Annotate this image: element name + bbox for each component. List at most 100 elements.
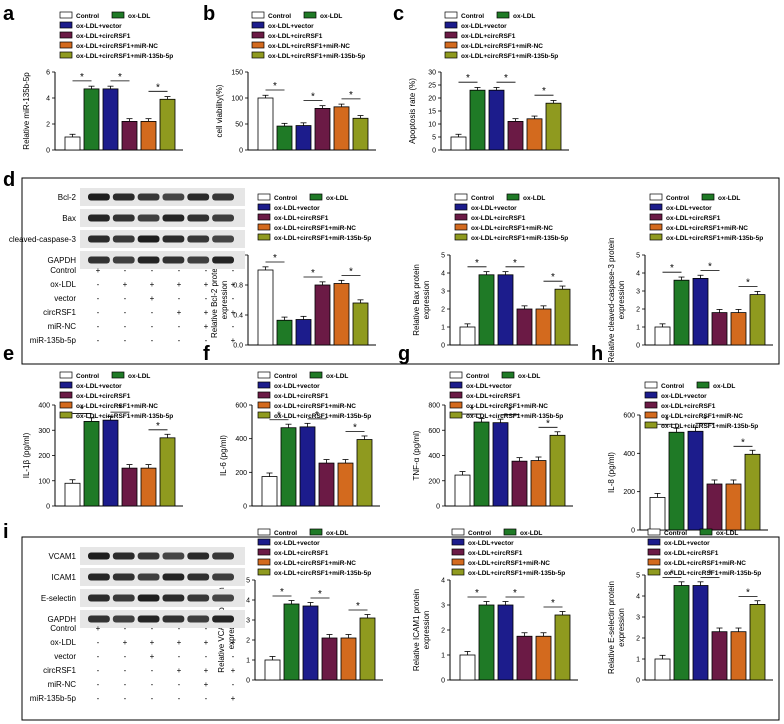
blot-band [112, 193, 135, 201]
legend-label: ox-LDL+vector [661, 393, 707, 400]
legend-swatch [647, 558, 661, 566]
bar-g-0 [454, 474, 471, 507]
treatment-mark: + [204, 280, 209, 289]
legend-label: ox-LDL+vector [468, 540, 514, 547]
bar-i1-2 [302, 605, 319, 681]
y-tick-label: 0 [243, 504, 247, 511]
treatment-mark: + [123, 280, 128, 289]
treatment-mark: + [150, 652, 155, 661]
y-tick-label: 0 [441, 678, 445, 685]
legend-label: ox-LDL+circRSF1+miR-135b-5p [268, 53, 365, 60]
legend-label: Control [471, 195, 494, 202]
treatment-mark: - [97, 308, 100, 317]
significance-star: * [356, 601, 360, 612]
bar-g-4 [530, 460, 547, 507]
y-axis-label: IL-1β (pg/ml) [22, 432, 31, 478]
legend-label: ox-LDL+vector [461, 23, 507, 30]
legend-swatch [451, 538, 465, 546]
legend-swatch [59, 381, 73, 389]
treatment-mark: - [97, 666, 100, 675]
significance-star: * [349, 267, 353, 278]
y-tick-label: 5 [636, 573, 640, 580]
treatment-mark: + [150, 638, 155, 647]
bar-e-2 [102, 419, 119, 507]
legend-swatch [449, 371, 463, 379]
y-axis-label: expression [220, 281, 229, 320]
y-tick-label: 100 [38, 478, 50, 485]
blot-band [88, 573, 110, 581]
y-tick-label: 2 [636, 636, 640, 643]
bar-c-0 [450, 136, 467, 151]
legend-swatch [257, 538, 271, 546]
bar-e-4 [140, 467, 157, 507]
treatment-label: miR-NC [48, 322, 77, 331]
panel-d-frame [21, 177, 780, 365]
y-tick-label: 15 [428, 109, 436, 116]
bar-b-1 [276, 125, 293, 151]
blot-band [162, 256, 185, 264]
bar-a-4 [140, 121, 157, 151]
panel-i-frame [21, 536, 780, 721]
treatment-mark: + [231, 638, 236, 647]
blot-band [137, 214, 160, 222]
y-tick-label: 300 [38, 428, 50, 435]
treatment-mark: - [232, 266, 235, 275]
blot-label: Bcl-2 [58, 193, 77, 202]
panel-label-g: g [398, 343, 410, 365]
legend-label: ox-LDL+circRSF1 [274, 215, 329, 222]
treatment-mark: - [124, 266, 127, 275]
y-tick-label: 2 [246, 638, 250, 645]
y-tick-label: 0 [432, 148, 436, 155]
chart-f: f Control ox-LDL ox-LDL+vector ox-LDL+circRS… [203, 343, 380, 511]
legend-label: ox-LDL [523, 195, 545, 202]
y-axis-label: Relative E-selectin protein [607, 581, 616, 674]
legend-swatch [309, 528, 323, 536]
treatment-mark: + [177, 280, 182, 289]
treatment-mark: - [178, 266, 181, 275]
significance-star: * [80, 72, 84, 83]
y-tick-label: 0.0 [233, 343, 243, 350]
blot-band [88, 615, 110, 623]
blot-label: ICAM1 [52, 573, 77, 582]
legend-swatch [59, 391, 73, 399]
y-tick-label: 5 [432, 135, 436, 142]
significance-star: * [475, 588, 479, 599]
significance-star: * [513, 588, 517, 599]
legend-label: ox-LDL+circRSF1 [468, 550, 523, 557]
y-tick-label: 0.8 [233, 283, 243, 290]
blot-band [112, 552, 135, 560]
chart-i2: Control ox-LDL ox-LDL+vector ox-LDL+circRSF… [412, 528, 578, 685]
y-axis-label: Relative ICAM1 protein [412, 589, 421, 671]
legend-label: ox-LDL+vector [76, 23, 122, 30]
y-tick-label: 800 [428, 403, 440, 410]
chart-d2: Control ox-LDL ox-LDL+vector ox-LDL+circRSF… [412, 193, 578, 350]
panel-label-b: b [203, 3, 215, 25]
y-tick-label: 5 [441, 253, 445, 260]
treatment-mark: - [97, 680, 100, 689]
y-axis-label: IL-6 (pg/ml) [219, 435, 228, 476]
legend-label: ox-LDL+circRSF1+miR-135b-5p [664, 570, 761, 577]
y-tick-label: 10 [428, 122, 436, 129]
legend-label: ox-LDL+circRSF1 [274, 393, 329, 400]
significance-star: * [670, 263, 674, 274]
legend-label: ox-LDL+vector [268, 23, 314, 30]
treatment-mark: - [97, 294, 100, 303]
y-axis-label: Relative Bax protein [412, 264, 421, 336]
legend-label: ox-LDL+vector [471, 205, 517, 212]
y-axis-label: expression [617, 281, 626, 320]
legend-label: ox-LDL+circRSF1+miR-135b-5p [461, 53, 558, 60]
legend-label: ox-LDL+circRSF1+miR-135b-5p [471, 235, 568, 242]
treatment-mark: - [178, 680, 181, 689]
legend-label: ox-LDL [128, 373, 150, 380]
treatment-mark: + [177, 666, 182, 675]
legend-swatch [449, 411, 463, 419]
legend-label: ox-LDL [326, 373, 348, 380]
significance-star: * [741, 437, 745, 448]
treatment-mark: + [204, 638, 209, 647]
bar-i1-0 [264, 659, 281, 681]
legend-label: ox-LDL [320, 13, 342, 20]
treatment-mark: + [177, 638, 182, 647]
panel-label-c: c [393, 3, 404, 25]
chart-h: h Control ox-LDL ox-LDL+vector ox-LDL+circRS… [591, 343, 768, 535]
y-axis-label: expression [422, 611, 431, 650]
